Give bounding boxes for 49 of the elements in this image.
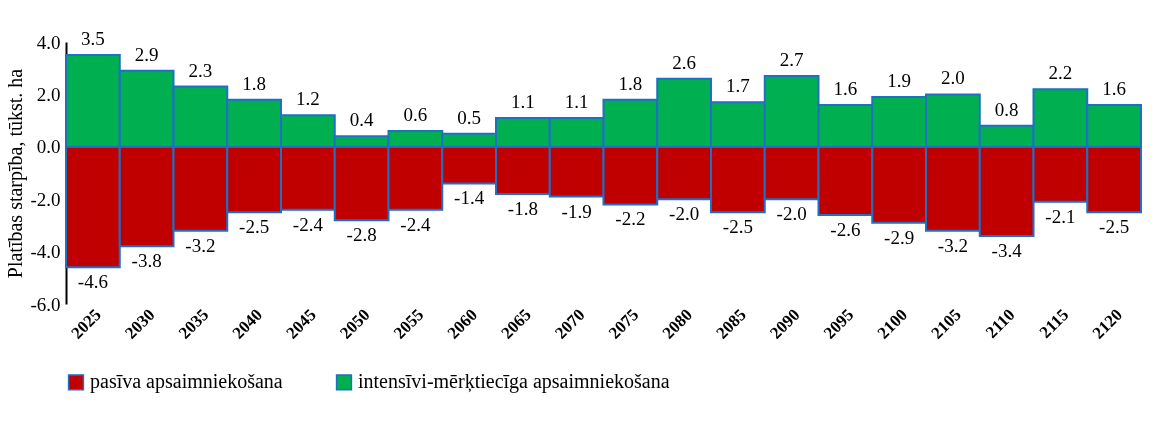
data-label: -2.4 — [400, 213, 431, 235]
data-label: 1.2 — [296, 88, 320, 110]
data-label: 2.7 — [779, 49, 804, 71]
data-label: -2.5 — [1099, 216, 1130, 238]
data-label: 0.6 — [403, 104, 428, 126]
y-tick-label: 4.0 — [36, 31, 61, 53]
data-label: -2.5 — [722, 216, 753, 238]
legend-label: intensīvi-mērķtiecīga apsaimniekošana — [358, 370, 670, 394]
data-label: -4.6 — [77, 271, 108, 293]
data-label: -3.8 — [131, 250, 162, 272]
data-label: 0.8 — [994, 98, 1019, 120]
data-label: -2.6 — [830, 218, 861, 240]
data-label: 2.9 — [134, 43, 159, 65]
data-label: 1.9 — [887, 70, 911, 92]
y-tick-label: -6.0 — [30, 293, 61, 315]
data-label: -2.0 — [776, 203, 807, 225]
data-label: -2.4 — [292, 213, 324, 235]
data-label: -3.2 — [937, 234, 968, 256]
data-label: 0.5 — [457, 106, 481, 128]
data-label: 3.5 — [81, 28, 105, 50]
data-label: 2.3 — [188, 59, 213, 81]
data-label: 1.1 — [511, 90, 535, 112]
data-label: -2.5 — [239, 216, 270, 238]
data-label: -1.9 — [561, 200, 592, 222]
data-label: -3.4 — [991, 239, 1023, 261]
data-label: 2.6 — [672, 51, 696, 73]
data-label: 1.1 — [564, 90, 589, 112]
data-label: -2.2 — [615, 208, 646, 230]
data-label: 0.4 — [349, 109, 374, 131]
y-tick-label: -4.0 — [30, 241, 61, 263]
data-label: -1.8 — [507, 197, 538, 219]
data-label: -2.9 — [884, 226, 915, 248]
y-tick-label: 0.0 — [36, 136, 61, 158]
data-label: 2.0 — [941, 67, 965, 89]
data-label: -2.8 — [346, 224, 377, 246]
legend-label: pasīva apsaimniekošana — [90, 370, 283, 394]
data-label: -1.4 — [454, 187, 485, 209]
data-label: -2.1 — [1045, 205, 1076, 227]
data-label: -3.2 — [185, 234, 216, 256]
data-label: 1.8 — [618, 72, 643, 94]
data-label: 2.2 — [1048, 62, 1073, 84]
y-tick-label: 2.0 — [36, 83, 61, 105]
data-label: -2.0 — [669, 203, 700, 225]
y-tick-label: -2.0 — [30, 188, 61, 210]
data-label: 1.7 — [726, 75, 750, 97]
data-label: 1.8 — [242, 72, 266, 94]
y-axis-title: Platības starpība, tūkst. ha — [4, 68, 28, 279]
data-label: 1.6 — [1102, 77, 1126, 99]
data-label: 1.6 — [833, 77, 858, 99]
